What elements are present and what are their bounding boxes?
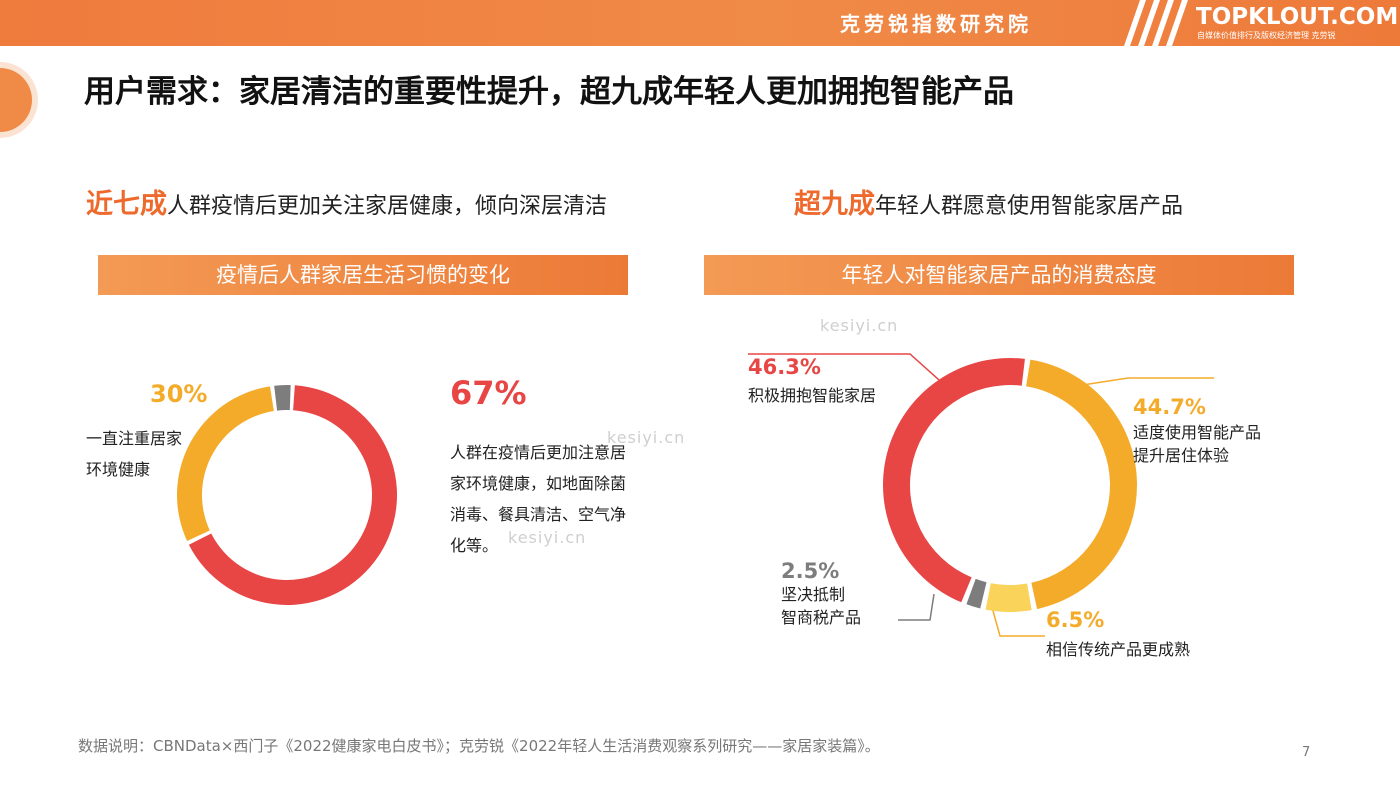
left-seg-b-line: 一直注重居家 [86, 429, 183, 448]
right-s1-label: 积极拥抱智能家居 [748, 386, 877, 405]
left-seg-a-line: 消毒、餐具清洁、空气净 [450, 505, 627, 524]
left-seg-a-line: 家环境健康，如地面除菌 [450, 474, 627, 493]
right-s2-line: 适度使用智能产品 [1133, 423, 1262, 442]
right-s3-label: 相信传统产品更成熟 [1046, 640, 1191, 659]
brand-name: 克劳锐指数研究院 [840, 12, 1032, 36]
right-s4-line: 智商税产品 [781, 608, 862, 627]
right-s4-percent: 2.5% [781, 559, 840, 583]
leader-line-s3 [989, 599, 1045, 637]
leader-line-s4 [898, 593, 935, 621]
right-donut-slice-0 [1026, 359, 1138, 610]
right-headline-text: 年轻人群愿意使用智能家居产品 [875, 194, 1184, 219]
left-seg-b-percent: 30% [150, 380, 208, 408]
right-s2-percent: 44.7% [1133, 395, 1206, 419]
left-headline-text: 人群疫情后更加关注家居健康，倾向深层清洁 [167, 194, 608, 219]
right-s3-percent: 6.5% [1046, 608, 1105, 632]
watermark: kesiyi.cn [508, 528, 587, 547]
watermark: kesiyi.cn [820, 316, 899, 335]
page-number: 7 [1302, 745, 1311, 760]
right-s4-label: 坚决抵制 智商税产品 [781, 583, 861, 629]
right-donut-slice-2 [966, 578, 987, 609]
left-seg-a-label: 人群在疫情后更加注意居 家环境健康，如地面除菌 消毒、餐具清洁、空气净 化等。 [450, 437, 626, 561]
right-headline: 超九成年轻人群愿意使用智能家居产品 [794, 182, 1183, 221]
right-s2-label: 适度使用智能产品 提升居住体验 [1133, 421, 1261, 467]
right-s4-line: 坚决抵制 [781, 585, 846, 604]
right-chart-banner: 年轻人对智能家居产品的消费态度 [704, 255, 1294, 295]
data-source-note: 数据说明：CBNData×西门子《2022健康家电白皮书》；克劳锐《2022年轻… [78, 737, 880, 755]
left-seg-a-percent: 67% [450, 374, 527, 412]
right-s1-percent: 46.3% [748, 355, 821, 379]
decorative-circle-icon [0, 62, 38, 138]
right-donut-slice-3 [883, 358, 1025, 603]
left-donut-slice-2 [274, 385, 291, 411]
left-headline-highlight: 近七成 [86, 189, 167, 220]
right-donut-slice-1 [985, 583, 1032, 612]
logo-text: TOPKLOUT.COM [1196, 4, 1399, 30]
left-donut-slice-0 [188, 385, 397, 605]
left-seg-a-line: 人群在疫情后更加注意居 [450, 443, 627, 462]
leader-line-s2 [1075, 377, 1214, 387]
left-seg-b-line: 环境健康 [86, 460, 151, 479]
left-headline: 近七成人群疫情后更加关注家居健康，倾向深层清洁 [86, 182, 607, 221]
right-headline-highlight: 超九成 [794, 189, 875, 220]
watermark: kesiyi.cn [607, 428, 686, 447]
left-chart-banner: 疫情后人群家居生活习惯的变化 [98, 255, 628, 295]
logo-subtitle: 自媒体价值排行及版权经济管理 克劳锐 [1197, 31, 1336, 40]
header-bar: 克劳锐指数研究院 TOPKLOUT.COM 自媒体价值排行及版权经济管理 克劳锐 [0, 0, 1400, 46]
page-title: 用户需求：家居清洁的重要性提升，超九成年轻人更加拥抱智能产品 [84, 74, 1014, 110]
left-seg-a-line: 化等。 [450, 536, 499, 555]
left-donut-slice-1 [176, 386, 274, 541]
right-s2-line: 提升居住体验 [1133, 446, 1230, 465]
stripes-decoration [1124, 0, 1188, 46]
left-seg-b-label: 一直注重居家 环境健康 [86, 423, 182, 485]
